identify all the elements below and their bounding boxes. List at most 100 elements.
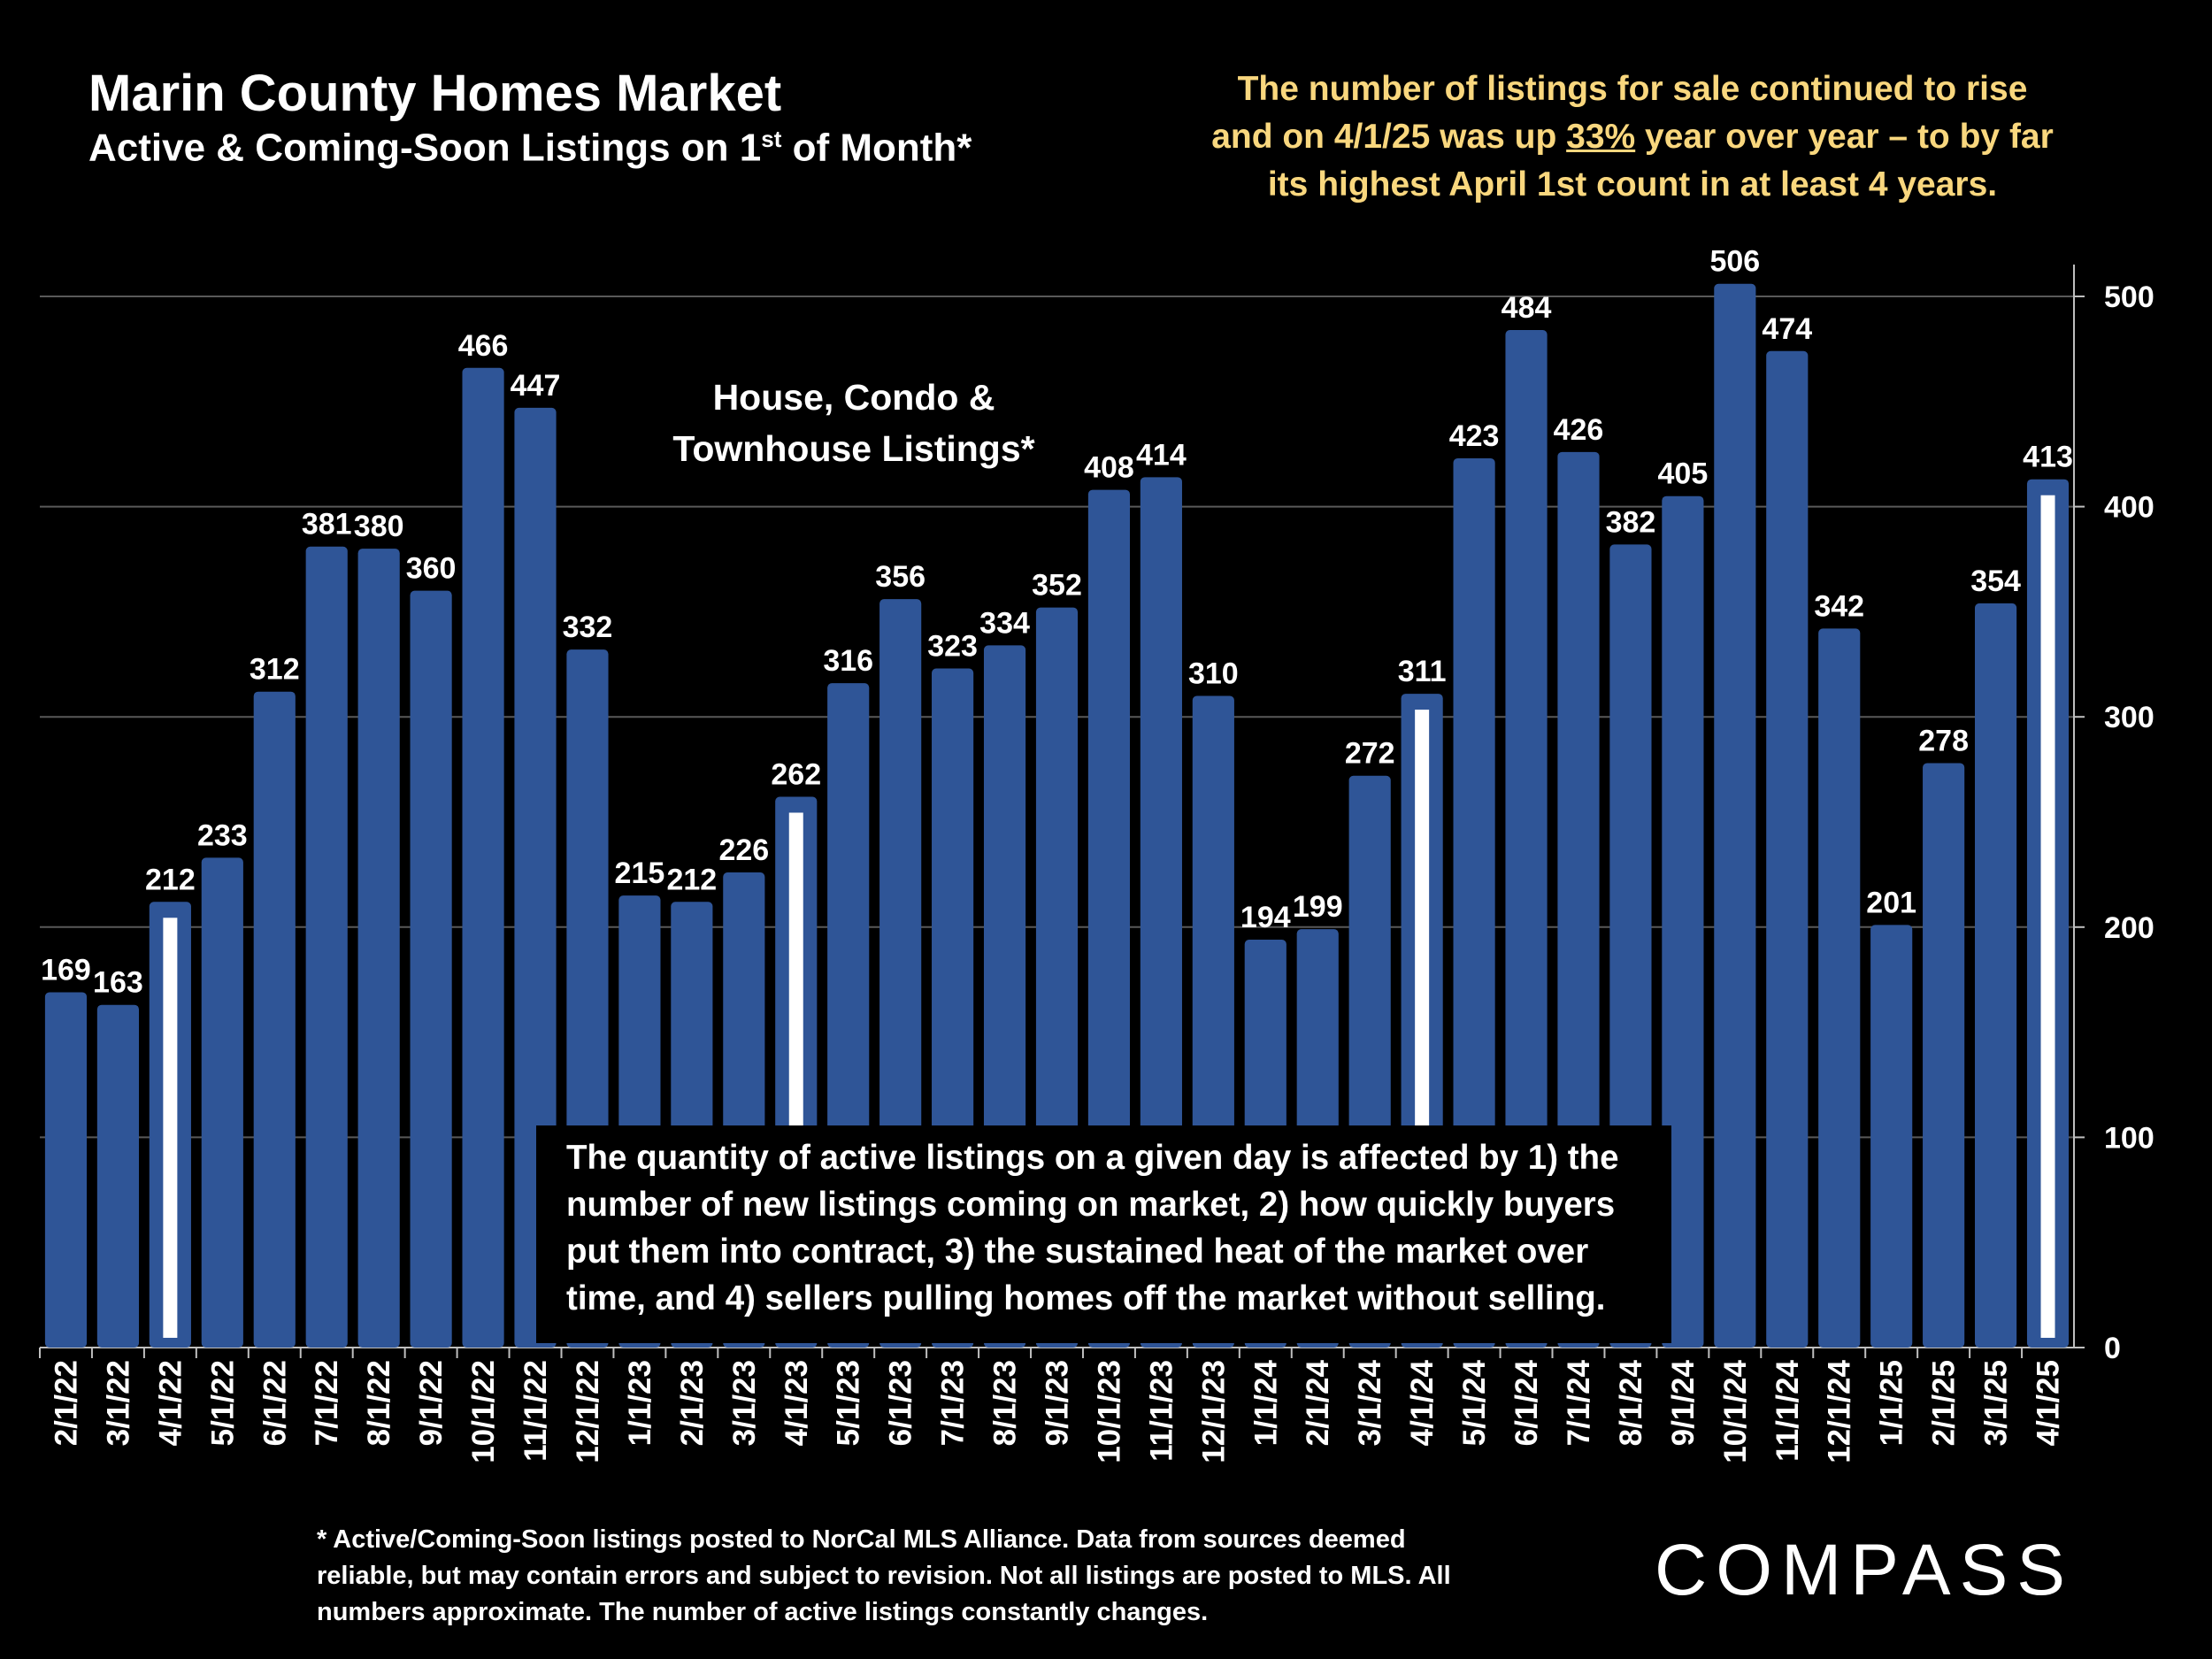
bar <box>1870 925 1913 1348</box>
x-tick-label: 5/1/23 <box>832 1360 866 1446</box>
value-label: 233 <box>197 818 248 852</box>
value-label: 272 <box>1345 737 1395 771</box>
x-tick-label: 5/1/24 <box>1457 1359 1492 1446</box>
value-label: 169 <box>41 953 91 987</box>
highlight-bar <box>163 918 178 1338</box>
x-tick-label: 9/1/22 <box>414 1360 449 1446</box>
bar <box>253 691 296 1348</box>
value-label: 380 <box>354 510 404 543</box>
subtitle-sup: st <box>761 126 782 152</box>
bar <box>1557 451 1600 1348</box>
bar <box>1818 628 1861 1348</box>
annotation-emphasis: 33% <box>1566 118 1636 156</box>
y-tick-label: 0 <box>2104 1332 2121 1365</box>
value-label: 310 <box>1188 657 1239 690</box>
bar <box>1923 763 1965 1348</box>
x-tick-label: 6/1/22 <box>257 1360 292 1446</box>
series-label: House, Condo & Townhouse Listings* <box>672 377 1035 469</box>
value-label: 413 <box>2023 441 2073 474</box>
y-tick-label: 300 <box>2104 701 2154 734</box>
value-label: 212 <box>666 863 717 896</box>
x-tick-label: 7/1/22 <box>310 1360 344 1446</box>
x-tick-label: 3/1/22 <box>101 1360 135 1446</box>
value-label: 278 <box>1918 724 1969 757</box>
bar <box>462 367 504 1348</box>
x-tick-label: 10/1/24 <box>1718 1359 1753 1463</box>
bar <box>1766 350 1809 1348</box>
x-tick-label: 8/1/24 <box>1614 1359 1648 1446</box>
bar <box>1662 495 1704 1348</box>
y-tick-label: 500 <box>2104 280 2154 314</box>
x-tick-label: 5/1/22 <box>205 1360 240 1446</box>
x-tick-label: 1/1/24 <box>1248 1359 1283 1446</box>
value-label: 381 <box>302 508 352 541</box>
x-tick-label: 11/1/22 <box>518 1360 553 1462</box>
value-label: 360 <box>406 552 457 586</box>
x-tick-label: 7/1/24 <box>1562 1359 1596 1446</box>
bar <box>1974 603 2017 1348</box>
bar <box>201 857 243 1348</box>
value-label: 323 <box>927 630 978 664</box>
value-label: 352 <box>1032 569 1082 603</box>
x-tick-label: 9/1/23 <box>1041 1360 1075 1446</box>
x-tick-label: 2/1/24 <box>1301 1359 1335 1446</box>
value-label: 194 <box>1240 901 1291 934</box>
value-label: 408 <box>1084 451 1134 485</box>
bar <box>410 590 452 1348</box>
value-label: 163 <box>93 966 143 1000</box>
subtitle-text: Active & Coming-Soon Listings on 1 <box>88 126 762 170</box>
value-label: 506 <box>1709 245 1760 279</box>
bar <box>1453 457 1495 1348</box>
x-tick-label: 7/1/23 <box>936 1360 971 1446</box>
value-label: 316 <box>823 644 873 678</box>
value-label: 311 <box>1398 655 1447 688</box>
value-label: 423 <box>1449 419 1500 453</box>
bar <box>1505 330 1548 1348</box>
x-tick-label: 11/1/23 <box>1144 1360 1179 1462</box>
value-label: 382 <box>1606 505 1656 539</box>
x-tick-label: 6/1/24 <box>1509 1359 1544 1446</box>
bar <box>305 546 348 1348</box>
annotation-text: year over year – to by far its highest A… <box>1267 118 2054 204</box>
x-tick-label: 8/1/23 <box>988 1360 1023 1446</box>
annotation-text: The number of listings for sale continue… <box>1211 70 2028 156</box>
x-tick-label: 9/1/24 <box>1666 1359 1701 1446</box>
x-tick-label: 12/1/22 <box>571 1360 605 1463</box>
value-label: 342 <box>1814 589 1864 623</box>
subtitle-text: of Month* <box>781 126 972 170</box>
value-label: 354 <box>1970 565 2021 598</box>
x-tick-label: 3/1/25 <box>1979 1360 2014 1446</box>
y-tick-label: 100 <box>2104 1121 2154 1155</box>
x-tick-label: 12/1/23 <box>1196 1360 1231 1463</box>
y-tick-label: 400 <box>2104 491 2154 525</box>
annotation: The number of listings for sale continue… <box>1203 65 2062 209</box>
x-tick-label: 4/1/25 <box>2032 1360 2066 1446</box>
value-label: 414 <box>1136 438 1187 472</box>
brand-logo: COMPASS <box>1655 1530 2074 1610</box>
bar <box>1714 283 1756 1348</box>
x-tick-label: 6/1/23 <box>884 1360 918 1446</box>
value-label: 201 <box>1866 886 1916 919</box>
x-tick-label: 1/1/25 <box>1875 1360 1909 1446</box>
x-tick-label: 4/1/23 <box>780 1360 814 1446</box>
x-tick-label: 3/1/24 <box>1353 1359 1387 1446</box>
value-label: 262 <box>771 757 821 791</box>
x-tick-label: 2/1/23 <box>675 1360 710 1446</box>
chart-title: Marin County Homes Market <box>88 65 782 122</box>
value-label: 212 <box>145 863 196 896</box>
bar <box>514 407 557 1348</box>
x-tick-label: 10/1/23 <box>1092 1360 1126 1463</box>
y-tick-label: 200 <box>2104 911 2154 945</box>
value-label: 334 <box>979 606 1030 640</box>
value-label: 332 <box>563 611 613 644</box>
x-tick-label: 4/1/24 <box>1405 1359 1440 1446</box>
value-label: 405 <box>1658 457 1709 491</box>
value-label: 215 <box>615 856 665 890</box>
value-label: 312 <box>250 653 300 687</box>
note-box: The quantity of active listings on a giv… <box>536 1125 1671 1343</box>
value-label: 199 <box>1293 890 1343 924</box>
footnote: * Active/Coming-Soon listings posted to … <box>317 1525 1451 1626</box>
x-tick-label: 12/1/24 <box>1823 1359 1857 1463</box>
